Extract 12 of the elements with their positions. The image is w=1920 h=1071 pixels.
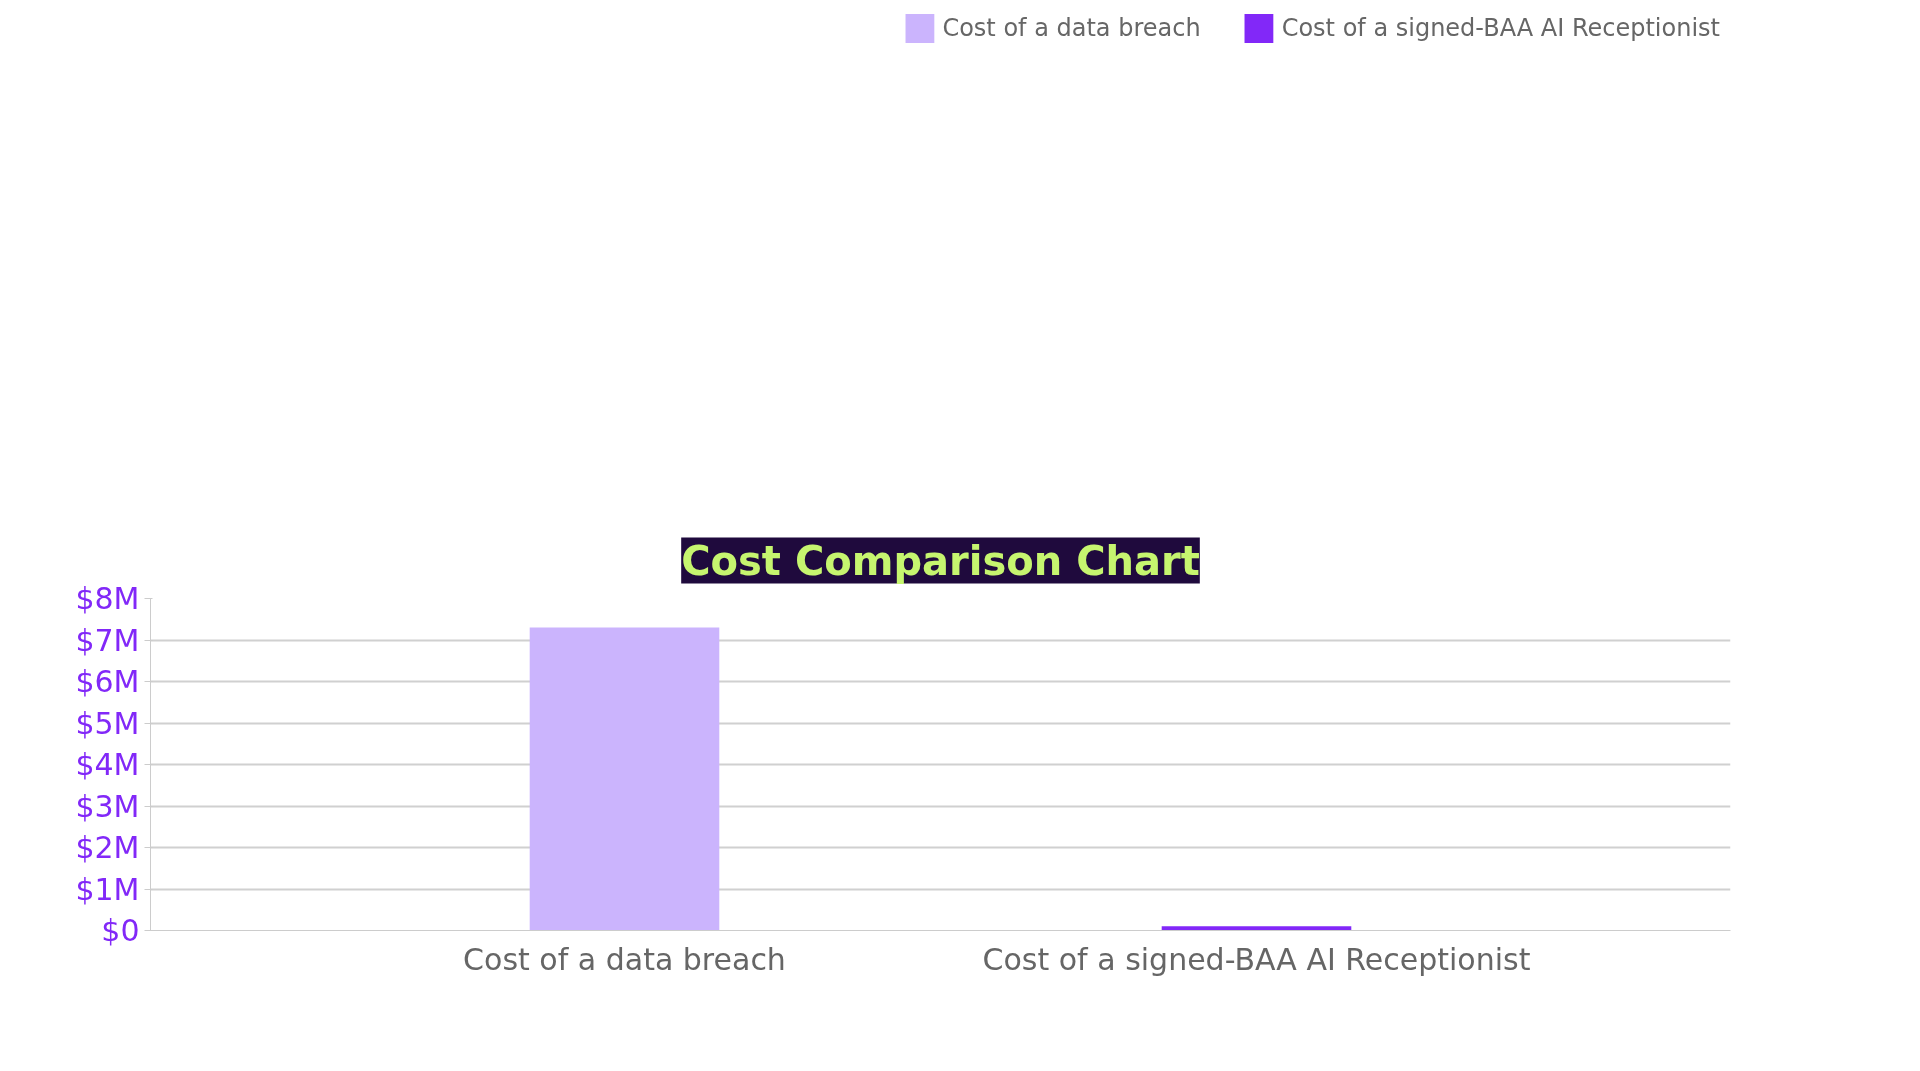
y-tick-label: $0 — [101, 913, 140, 948]
y-tick-label: $7M — [75, 622, 140, 658]
y-tick-label: $6M — [75, 664, 140, 699]
chart-title: Cost Comparison Chart — [681, 537, 1200, 584]
y-tick-label: $4M — [75, 747, 140, 782]
y-tick-label: $2M — [75, 830, 140, 865]
legend-label: Cost of a data breach — [942, 14, 1201, 42]
y-tick-label: $1M — [75, 871, 140, 907]
legend-label: Cost of a signed-BAA AI Receptionist — [1281, 14, 1720, 42]
y-tick-label: $8M — [75, 581, 140, 616]
y-tick-label: $3M — [75, 788, 140, 824]
y-tick-label: $5M — [75, 705, 140, 741]
